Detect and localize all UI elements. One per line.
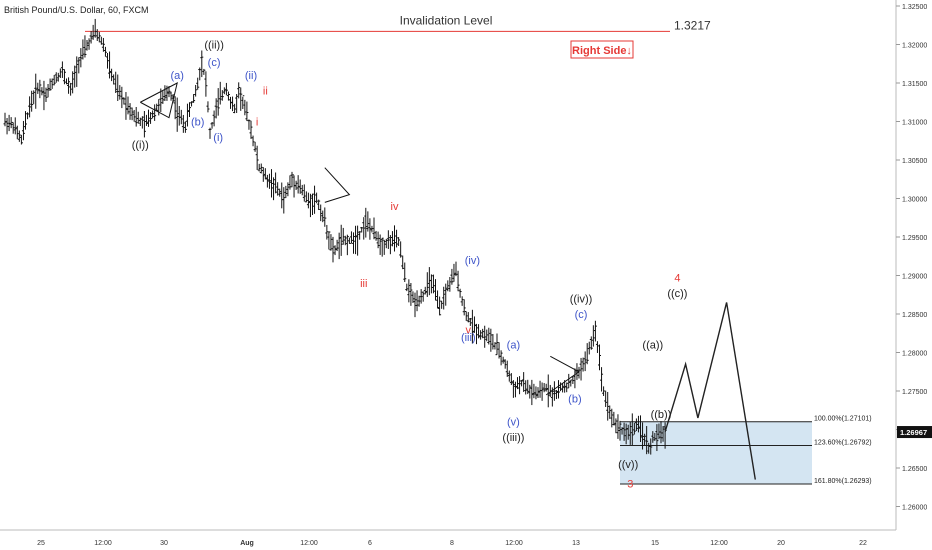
y-tick-label: 1.31500 [902,81,927,88]
wave-label: ii [263,86,268,98]
y-tick-label: 1.28000 [902,351,927,358]
right-side-note: Right Side↓ [572,45,632,57]
y-tick-label: 1.31000 [902,120,927,127]
current-price-label: 1.26967 [900,428,927,437]
wave-label: ((iv)) [570,293,593,305]
invalidation-label: Invalidation Level [400,13,493,27]
x-tick-label: 13 [572,540,580,547]
x-tick-label: 12:00 [710,540,728,547]
wave-label: (b) [568,394,581,406]
current-price-badge [897,426,932,439]
wave-label: (iv) [465,255,480,267]
fib-level-label: 100.00%(1.27101) [814,416,872,423]
wave-label: v [466,324,472,336]
invalidation-value: 1.3217 [674,18,711,32]
y-tick-label: 1.29500 [902,235,927,242]
x-tick-label: 22 [859,540,867,547]
wave-label: (a) [507,340,520,352]
x-tick-label: 8 [450,540,454,547]
x-tick-label: Aug [240,540,254,547]
y-tick-label: 1.26500 [902,466,927,473]
x-tick-label: 25 [37,540,45,547]
wave-label: ((i)) [132,139,149,151]
y-tick-label: 1.28500 [902,312,927,319]
wave-label: iv [391,201,399,213]
wave-label: 4 [674,273,680,285]
y-tick-label: 1.32000 [902,43,927,50]
x-tick-label: 30 [160,540,168,547]
y-tick-label: 1.32500 [902,4,927,11]
x-tick-label: 6 [368,540,372,547]
wave-label: (ii) [245,70,257,82]
wave-label: ((v)) [618,459,638,471]
wave-label: ((c)) [667,288,687,300]
wave-label: (a) [170,70,183,82]
symbol-title: British Pound/U.S. Dollar, 60, FXCM [4,5,149,15]
triangle-pattern [324,167,351,203]
y-tick-label: 1.30000 [902,197,927,204]
ohlc-bars [3,18,667,455]
wave-label: (i) [213,132,223,144]
x-tick-label: 12:00 [505,540,523,547]
x-tick-label: 12:00 [94,540,112,547]
x-tick-label: 12:00 [300,540,318,547]
wave-label: (v) [507,417,520,429]
y-tick-label: 1.29000 [902,274,927,281]
fib-level-label: 123.60%(1.26792) [814,440,872,447]
y-tick-label: 1.27500 [902,389,927,396]
x-tick-label: 15 [651,540,659,547]
wave-label: (c) [575,309,588,321]
wave-label: iii [360,278,367,290]
right-side-box [570,40,634,59]
wave-label: 3 [627,478,633,490]
fib-target-zone [620,421,812,484]
wave-label: ((a)) [642,340,663,352]
wave-label: (c) [208,57,221,69]
y-tick-label: 1.30500 [902,158,927,165]
x-tick-label: 20 [777,540,785,547]
wave-label: (b) [191,116,204,128]
wave-label: (iii) [461,332,476,344]
fib-level-label: 161.80%(1.26293) [814,478,872,485]
wave-label: i [256,116,258,128]
projection-path [664,302,756,480]
triangle-pattern [140,82,178,119]
y-tick-label: 1.26000 [902,505,927,512]
wave-label: ((ii)) [204,39,224,51]
wave-label: ((iii)) [502,432,524,444]
triangle-pattern [545,355,580,396]
wave-label: ((b)) [651,409,672,421]
